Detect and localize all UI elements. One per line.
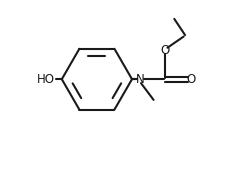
Text: N: N [136,73,144,86]
Text: O: O [161,44,170,57]
Text: HO: HO [37,73,55,86]
Text: O: O [187,73,196,86]
